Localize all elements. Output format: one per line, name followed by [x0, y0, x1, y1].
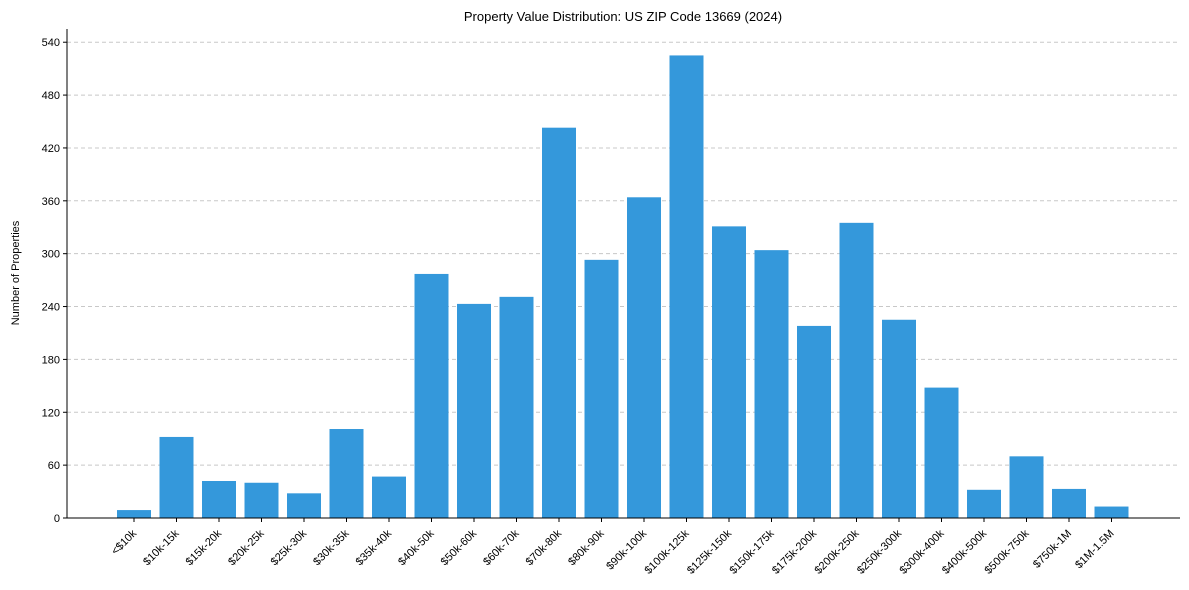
x-tick-label: $175k-200k	[770, 527, 819, 576]
y-axis-label: Number of Properties	[10, 220, 22, 325]
x-tick-label: $125k-150k	[685, 527, 734, 576]
x-tick-label: $100k-125k	[642, 527, 691, 576]
x-tick-label: $40k-50k	[396, 527, 437, 568]
x-tick-label: $10k-15k	[141, 527, 182, 568]
bar	[712, 226, 746, 518]
y-axis-ticks: 0 60 120 180 240 300 360 420 480 540	[42, 37, 67, 525]
bar	[287, 493, 321, 518]
x-tick-label: $80k-90k	[566, 527, 607, 568]
bar	[372, 476, 406, 518]
x-tick-label: $15k-20k	[184, 527, 225, 568]
x-tick-label: $50k-60k	[439, 527, 480, 568]
x-tick-label: $25k-30k	[269, 527, 310, 568]
y-tick-label: 480	[42, 90, 60, 102]
x-tick-label: $150k-175k	[727, 527, 776, 576]
bars	[117, 55, 1129, 519]
bar	[839, 222, 874, 519]
bar	[159, 436, 194, 518]
x-tick-label: $35k-40k	[354, 527, 395, 568]
x-tick-label: $60k-70k	[481, 527, 522, 568]
bar	[627, 197, 661, 518]
y-tick-label: 240	[42, 302, 60, 314]
x-tick-label: $300k-400k	[897, 527, 946, 576]
bar	[754, 250, 789, 518]
grid-lines	[67, 41, 1180, 466]
y-tick-label: 360	[42, 196, 60, 208]
bar	[882, 319, 916, 518]
x-tick-label: $200k-250k	[812, 527, 861, 576]
y-tick-label: 180	[42, 354, 60, 366]
bar	[542, 127, 576, 518]
x-tick-label: $20k-25k	[226, 527, 267, 568]
bar	[499, 296, 534, 518]
y-tick-label: 420	[42, 143, 60, 155]
x-tick-label: $500k-750k	[982, 527, 1031, 576]
x-tick-label: $1M-1.5M	[1073, 528, 1117, 572]
x-tick-label: $750k-1M	[1031, 528, 1074, 571]
y-tick-label: 0	[54, 513, 60, 525]
bar	[244, 482, 279, 518]
x-tick-label: $70k-80k	[524, 527, 565, 568]
x-tick-label: $30k-35k	[311, 527, 352, 568]
x-tick-label: $400k-500k	[940, 527, 989, 576]
bar	[1009, 456, 1044, 518]
y-tick-label: 540	[42, 37, 60, 49]
x-axis-ticks: <$10k $10k-15k $15k-20k $20k-25k $25k-30k $30…	[109, 518, 1117, 577]
y-tick-label: 120	[42, 407, 60, 419]
x-tick-label: $250k-300k	[855, 527, 904, 576]
chart-title: Property Value Distribution: US ZIP Code…	[464, 9, 782, 24]
bar	[1094, 506, 1129, 518]
bar	[329, 429, 364, 518]
y-tick-label: 300	[42, 249, 60, 261]
bar	[924, 387, 959, 518]
y-tick-label: 60	[48, 460, 60, 472]
bar	[414, 273, 449, 518]
bar	[584, 259, 619, 518]
bar	[669, 55, 704, 518]
bar	[202, 480, 236, 518]
bar	[967, 489, 1001, 518]
axes	[66, 29, 1180, 519]
bar	[1052, 488, 1086, 518]
x-tick-label: $90k-100k	[604, 527, 649, 572]
bar	[797, 325, 831, 518]
x-tick-label: <$10k	[109, 527, 139, 557]
bar	[117, 510, 151, 518]
bar	[457, 303, 491, 518]
